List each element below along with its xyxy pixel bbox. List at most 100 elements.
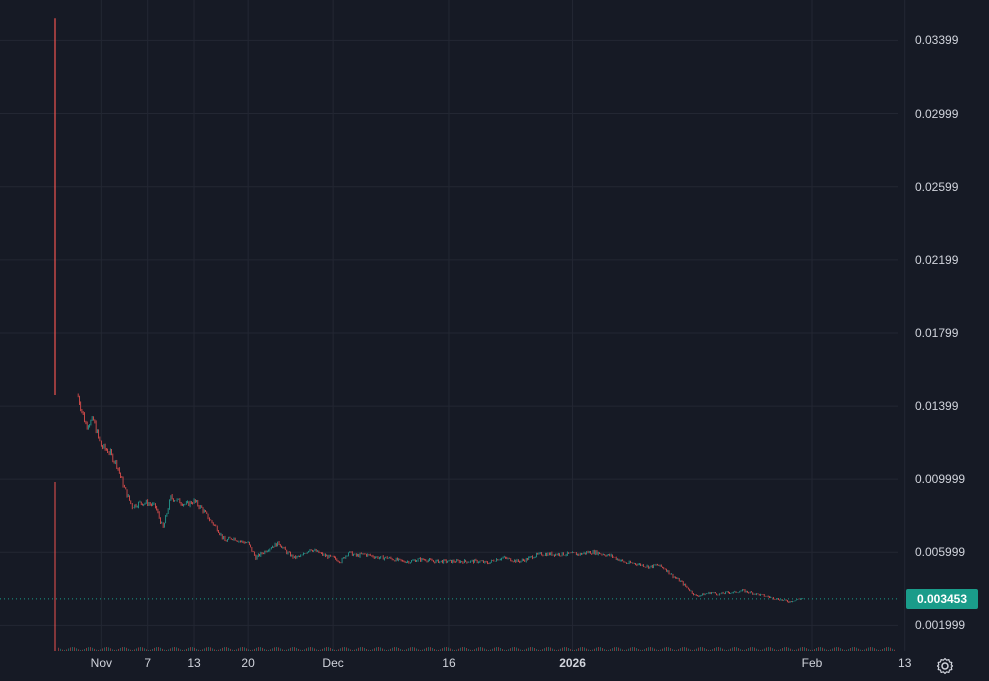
volume-bar — [552, 648, 553, 651]
volume-bar — [822, 647, 823, 651]
volume-bar — [372, 649, 373, 651]
volume-bar — [346, 647, 347, 651]
volume-bar — [108, 647, 109, 651]
volume-bar — [456, 649, 457, 651]
volume-bar — [172, 647, 173, 651]
price-axis[interactable]: 0.03399 0.02999 0.02599 0.02199 0.01799 0.013… — [898, 0, 989, 651]
volume-bar — [320, 649, 321, 651]
volume-bar — [222, 647, 223, 651]
volume-bar — [706, 649, 707, 651]
volume-bar — [760, 649, 761, 651]
volume-bar — [782, 648, 783, 651]
volume-bar — [630, 647, 631, 651]
volume-bar — [478, 647, 479, 651]
volume-bar — [152, 648, 153, 651]
volume-bar — [170, 648, 171, 651]
volume-bar — [106, 647, 107, 651]
volume-bar — [218, 649, 219, 651]
volume-bar — [350, 649, 351, 651]
volume-bar — [452, 649, 453, 651]
last-price-badge: 0.003453 — [906, 588, 978, 609]
volume-bar — [338, 649, 339, 651]
volume-bar — [658, 649, 659, 651]
volume-bar — [816, 648, 817, 651]
volume-bar — [532, 647, 533, 651]
volume-bar — [384, 649, 385, 651]
volume-bar — [600, 647, 601, 651]
volume-bar — [746, 649, 747, 651]
volume-bar — [868, 647, 869, 651]
volume-bar — [322, 648, 323, 651]
x-tick-label: Feb — [801, 656, 823, 670]
volume-bar — [186, 648, 187, 651]
volume-bar — [670, 648, 671, 651]
volume-bar — [720, 647, 721, 651]
volume-bar — [738, 648, 739, 651]
volume-bar — [808, 649, 809, 651]
grid-lines — [0, 0, 906, 651]
volume-bar — [696, 648, 697, 651]
volume-bar — [418, 649, 419, 651]
volume-bar — [378, 647, 379, 651]
volume-bar — [62, 649, 63, 651]
volume-bar — [550, 647, 551, 651]
volume-bar — [160, 647, 161, 651]
volume-bar — [142, 647, 143, 651]
volume-bar — [496, 647, 497, 651]
volume-bar — [70, 647, 71, 651]
volume-bar — [700, 647, 701, 651]
x-tick-label: 16 — [442, 656, 456, 670]
volume-bar — [270, 649, 271, 651]
volume-bar — [220, 648, 221, 651]
volume-bar — [588, 649, 589, 651]
volume-bar — [298, 648, 299, 651]
volume-bar — [196, 648, 197, 651]
volume-bar — [604, 649, 605, 651]
volume-bar — [666, 647, 667, 651]
volume-bar — [422, 649, 423, 651]
volume-bar — [290, 647, 291, 651]
volume-bar — [766, 647, 767, 651]
volume-bar — [694, 649, 695, 651]
volume-bar — [870, 647, 871, 651]
volume-bar — [662, 648, 663, 651]
volume-bar — [646, 648, 647, 651]
volume-bar — [634, 647, 635, 651]
y-tick-label: 0.02999 — [915, 106, 959, 121]
volume-bar — [90, 647, 91, 651]
volume-bar — [216, 649, 217, 651]
volume-bar — [232, 649, 233, 651]
volume-bar — [462, 647, 463, 651]
time-axis[interactable]: Nov 7 13 20 Dec 16 2026 Feb 13 — [0, 651, 912, 681]
volume-bar — [890, 647, 891, 651]
volume-bar — [60, 648, 61, 651]
volume-bar — [566, 647, 567, 651]
volume-bar — [806, 648, 807, 651]
volume-bar — [184, 649, 185, 651]
volume-bar — [228, 647, 229, 651]
volume-bar — [176, 647, 177, 651]
volume-bar — [570, 649, 571, 651]
volume-bar — [834, 647, 835, 651]
volume-bar — [622, 649, 623, 651]
gear-icon[interactable] — [935, 656, 955, 676]
volume-bar — [784, 647, 785, 651]
volume-bar — [576, 649, 577, 651]
volume-bar — [564, 647, 565, 651]
volume-bar — [714, 648, 715, 651]
volume-bar — [534, 647, 535, 651]
volume-bar — [256, 647, 257, 651]
volume-bar — [764, 648, 765, 651]
volume-bar — [860, 649, 861, 651]
volume-bar — [120, 647, 121, 651]
volume-bar — [680, 648, 681, 651]
volume-bar — [398, 647, 399, 651]
volume-bar — [424, 648, 425, 651]
volume-bar — [536, 649, 537, 651]
volume-bar — [546, 647, 547, 651]
volume-bar — [528, 647, 529, 651]
volume-bar — [492, 648, 493, 651]
volume-bar — [246, 648, 247, 651]
